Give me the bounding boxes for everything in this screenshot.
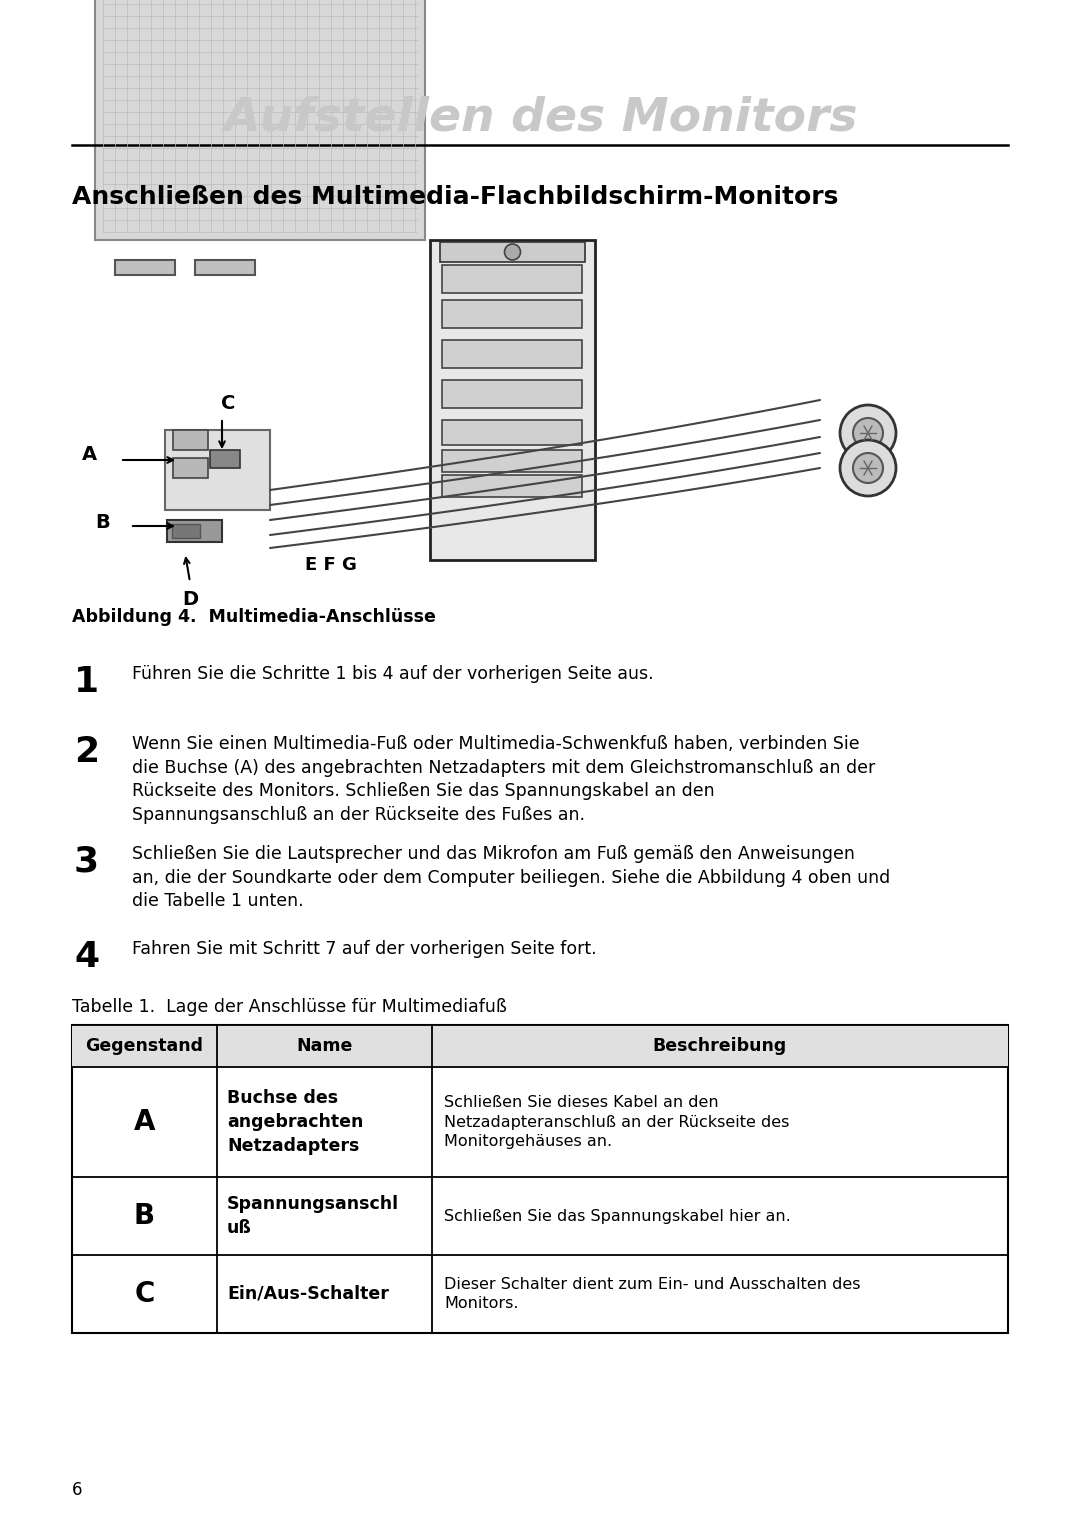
Circle shape [840,405,896,462]
Bar [167,520,222,542]
Text: 1: 1 [75,666,99,700]
Text: 6: 6 [72,1480,82,1499]
Text: C: C [134,1279,154,1309]
Bar [442,301,582,328]
Bar [442,341,582,368]
Bar [173,459,208,479]
Text: 4: 4 [75,940,99,974]
Text: Buchse des
angebrachten
Netzadapters: Buchse des angebrachten Netzadapters [227,1089,363,1155]
Text: 3: 3 [75,845,99,879]
Text: Dieser Schalter dient zum Ein- und Ausschalten des
Monitors.: Dieser Schalter dient zum Ein- und Aussc… [444,1276,861,1312]
Text: B: B [95,512,110,531]
Text: Gegenstand: Gegenstand [85,1037,203,1055]
Bar [114,259,175,275]
Text: Beschreibung: Beschreibung [653,1037,787,1055]
Text: Führen Sie die Schritte 1 bis 4 auf der vorherigen Seite aus.: Führen Sie die Schritte 1 bis 4 auf der … [132,666,653,683]
Text: Aufstellen des Monitors: Aufstellen des Monitors [222,95,858,141]
Bar [440,242,585,262]
Text: Name: Name [296,1037,353,1055]
Text: A: A [134,1108,156,1137]
Bar [442,476,582,497]
Circle shape [840,440,896,495]
Bar [95,0,426,239]
Bar [442,265,582,293]
Text: Schließen Sie das Spannungskabel hier an.: Schließen Sie das Spannungskabel hier an… [444,1209,791,1224]
Text: C: C [220,394,235,413]
Text: Anschließen des Multimedia-Flachbildschirm-Monitors: Anschließen des Multimedia-Flachbildschi… [72,186,838,209]
Bar [165,430,270,509]
Text: 2: 2 [75,735,99,769]
Text: Ein/Aus-Schalter: Ein/Aus-Schalter [227,1285,389,1302]
Text: Wenn Sie einen Multimedia-Fuß oder Multimedia-Schwenkfuß haben, verbinden Sie
di: Wenn Sie einen Multimedia-Fuß oder Multi… [132,735,875,824]
Circle shape [853,453,883,483]
Text: Schließen Sie die Lautsprecher und das Mikrofon am Fuß gemäß den Anweisungen
an,: Schließen Sie die Lautsprecher und das M… [132,845,890,910]
Text: A: A [82,445,97,465]
Bar [72,1025,1008,1333]
Circle shape [504,244,521,259]
Text: Spannungsanschl
uß: Spannungsanschl uß [227,1195,400,1236]
Bar [210,449,240,468]
Text: Schließen Sie dieses Kabel an den
Netzadapteranschluß an der Rückseite des
Monit: Schließen Sie dieses Kabel an den Netzad… [444,1095,789,1149]
Bar [442,380,582,408]
Bar [195,259,255,275]
Bar [173,430,208,449]
Bar [442,420,582,445]
Bar [72,1025,1008,1068]
Text: D: D [181,591,198,609]
Text: E F G: E F G [305,555,356,574]
Bar [172,525,200,538]
Text: Fahren Sie mit Schritt 7 auf der vorherigen Seite fort.: Fahren Sie mit Schritt 7 auf der vorheri… [132,940,596,959]
Text: B: B [134,1203,156,1230]
Circle shape [853,417,883,448]
Text: Abbildung 4.  Multimedia-Anschlüsse: Abbildung 4. Multimedia-Anschlüsse [72,607,436,626]
Bar [430,239,595,560]
Text: Tabelle 1.  Lage der Anschlüsse für Multimediafuß: Tabelle 1. Lage der Anschlüsse für Multi… [72,999,507,1016]
Bar [442,449,582,472]
